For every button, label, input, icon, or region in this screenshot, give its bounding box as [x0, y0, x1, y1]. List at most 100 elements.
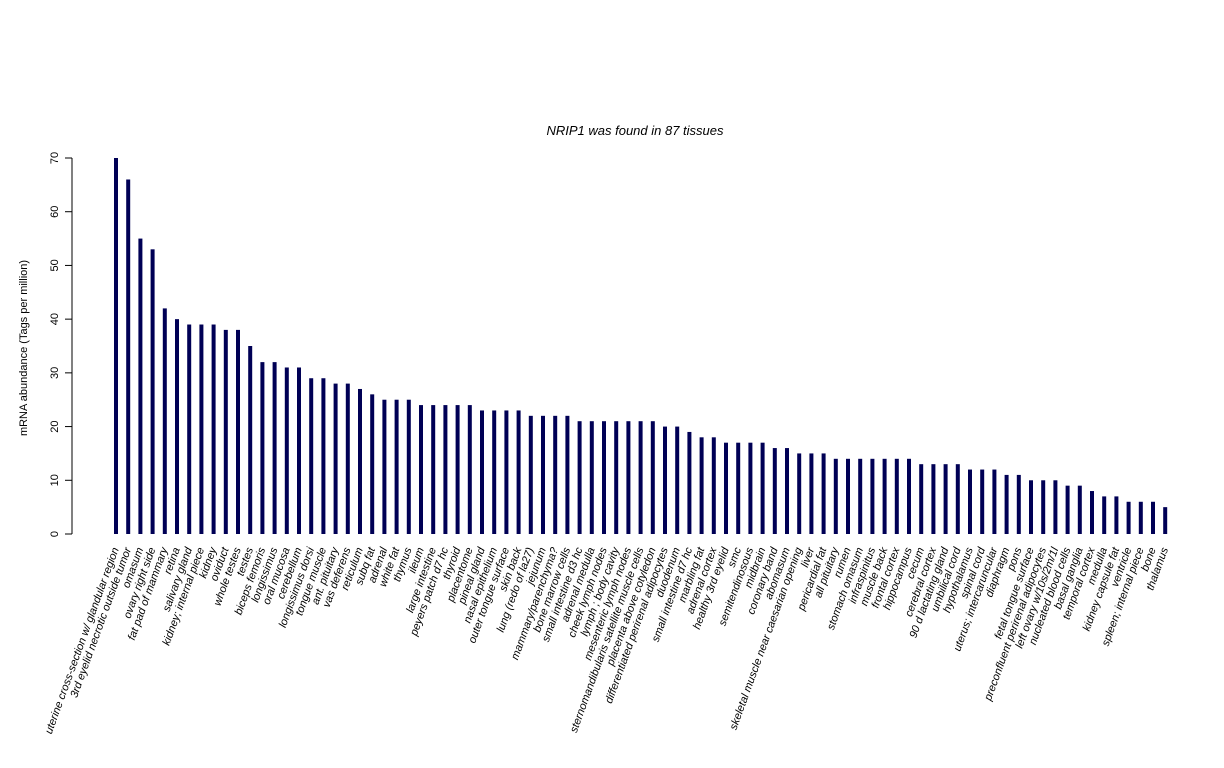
y-tick-label: 30 [49, 367, 61, 379]
bar [394, 399, 399, 534]
bar [870, 458, 875, 534]
bar [724, 442, 728, 534]
bar [736, 442, 741, 534]
bar [175, 319, 179, 534]
y-tick-label: 10 [49, 474, 61, 486]
bar [223, 329, 228, 534]
y-tick-label: 0 [49, 531, 61, 537]
bar [907, 458, 911, 534]
bar [419, 405, 423, 534]
bar [1065, 485, 1070, 534]
bar [846, 458, 850, 534]
bar [1138, 501, 1143, 534]
bar [370, 394, 375, 534]
bars [114, 158, 1168, 535]
bar [297, 367, 301, 534]
y-tick-label: 20 [49, 420, 61, 432]
bar [760, 442, 765, 534]
bar [785, 448, 789, 534]
bar [1114, 496, 1119, 534]
bar [1029, 480, 1033, 534]
bar [589, 421, 594, 534]
bar [553, 415, 558, 534]
bar [406, 399, 411, 534]
bar [114, 158, 118, 534]
bar [455, 405, 460, 534]
bar [943, 464, 948, 534]
bar [345, 383, 350, 534]
bar [748, 442, 753, 534]
bar [577, 421, 582, 534]
bar [675, 426, 680, 534]
bar [480, 410, 484, 534]
bar [1053, 480, 1058, 534]
bar [699, 437, 704, 534]
y-tick-label: 60 [49, 206, 61, 218]
bar [504, 410, 509, 534]
bar [1041, 480, 1046, 534]
bar [602, 421, 606, 534]
y-axis-label: mRNA abundance (Tags per million) [18, 260, 30, 436]
bar [260, 362, 265, 534]
y-tick-label: 40 [49, 313, 61, 325]
bar [650, 421, 655, 534]
bar [126, 179, 131, 534]
bar [894, 458, 899, 534]
bar [541, 415, 545, 534]
bar [284, 367, 289, 534]
bar [1004, 474, 1009, 534]
bar [980, 469, 985, 534]
bar [797, 453, 802, 534]
bar [443, 405, 448, 534]
bar [614, 421, 619, 534]
bar [382, 399, 387, 534]
bar [309, 378, 314, 534]
bar [162, 308, 167, 534]
bar [1163, 507, 1168, 534]
bar [150, 249, 155, 535]
bar [711, 437, 716, 534]
bar [833, 458, 838, 534]
bar [821, 453, 826, 534]
bar [516, 410, 521, 534]
bar [565, 415, 570, 534]
bar [1090, 491, 1094, 534]
y-tick-label: 50 [49, 259, 61, 271]
bar [272, 362, 277, 534]
chart-title: NRIP1 was found in 87 tissues [546, 123, 724, 138]
bar [333, 383, 338, 534]
x-tick-label: 3rd eyelid necrotic outside tumor [68, 545, 134, 700]
bar [968, 469, 972, 534]
bar [809, 453, 814, 534]
bar [236, 329, 240, 534]
bar [248, 346, 253, 534]
bar [211, 324, 216, 534]
bar [492, 410, 497, 534]
x-labels: uterine cross-section w/ glandular regio… [43, 545, 1171, 736]
bar [1077, 485, 1082, 534]
bar [858, 458, 863, 534]
y-axis: 0 10 20 30 40 50 60 70 [49, 152, 73, 537]
bar [199, 324, 204, 534]
bar [1102, 496, 1107, 534]
bar [931, 464, 936, 534]
bar [992, 469, 997, 534]
bar [1016, 474, 1021, 534]
x-tick-label: uterine cross-section w/ glandular regio… [43, 546, 122, 736]
y-tick-label: 70 [49, 152, 61, 164]
bar [772, 448, 777, 534]
bar [1151, 501, 1155, 534]
bar [919, 464, 924, 534]
bar [358, 388, 362, 534]
bar [528, 415, 533, 534]
bar [321, 378, 326, 534]
bar [663, 426, 667, 534]
bar [955, 464, 960, 534]
bar [638, 421, 643, 534]
bar [431, 405, 436, 534]
bar [882, 458, 887, 534]
bar [626, 421, 631, 534]
bar [467, 405, 472, 534]
bar [187, 324, 192, 534]
